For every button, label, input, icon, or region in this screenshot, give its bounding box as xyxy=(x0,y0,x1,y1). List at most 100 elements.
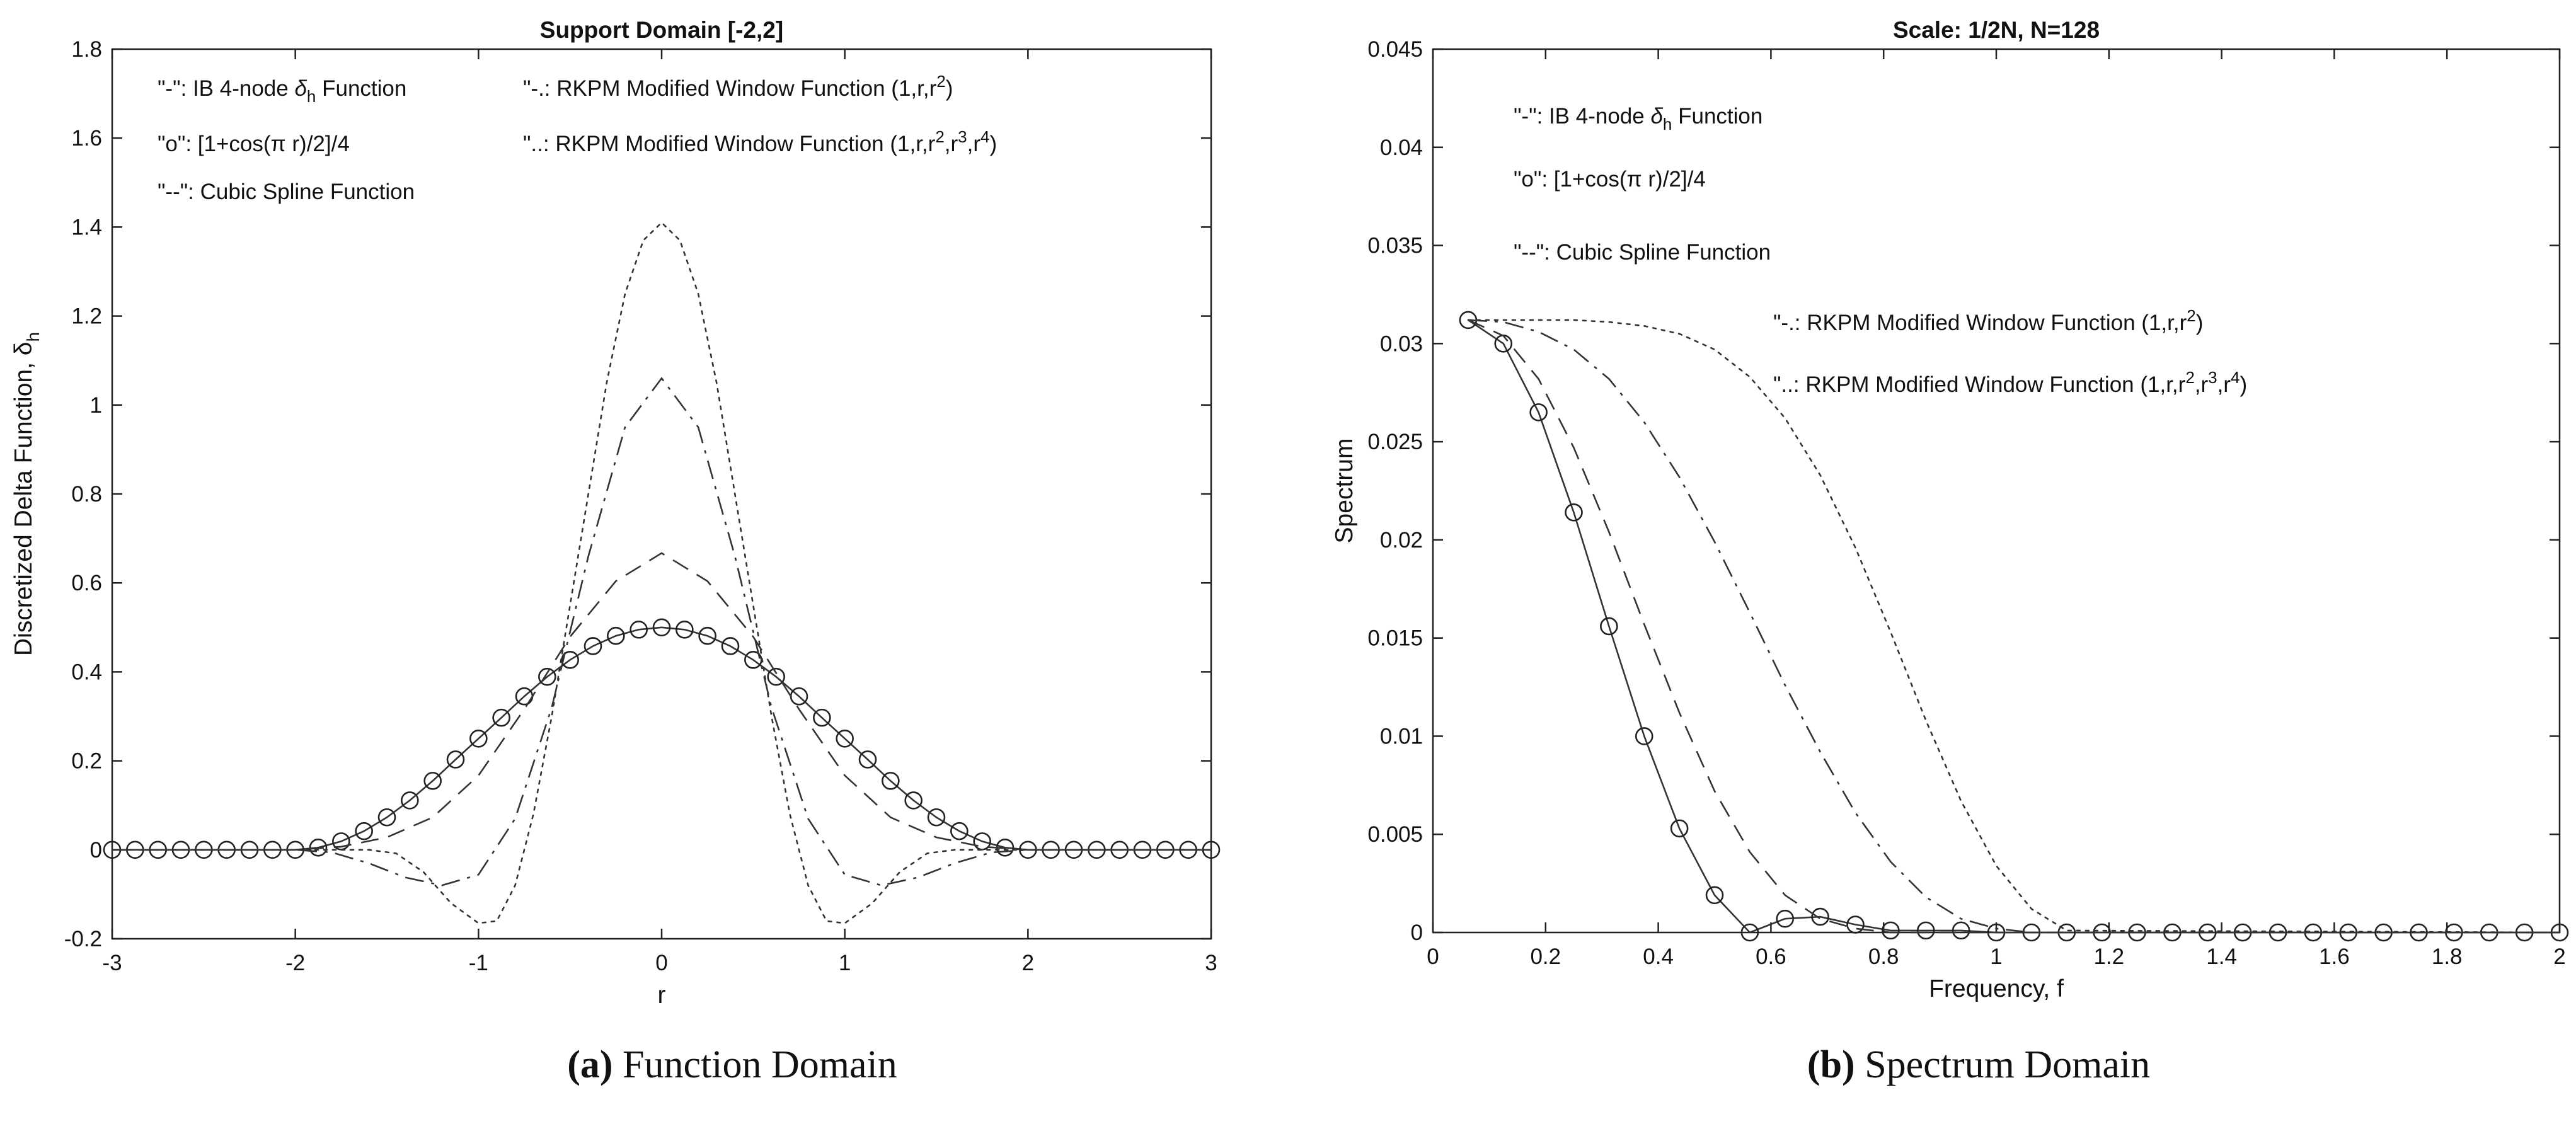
x-tick-label: 0.2 xyxy=(1530,944,1561,969)
x-tick-label: 1.2 xyxy=(2093,944,2124,969)
legend-text-mid: ,r xyxy=(2217,372,2231,397)
data-point-marker xyxy=(1846,915,1865,934)
legend-superscript: 2 xyxy=(2187,306,2195,325)
data-point-marker xyxy=(446,750,465,769)
y-tick-label: 0.025 xyxy=(1367,430,1423,454)
legend-text-suffix: ) xyxy=(2240,372,2248,397)
series-line-dotted xyxy=(111,221,1212,924)
x-tick-label: 3 xyxy=(1205,951,1217,975)
data-point-marker xyxy=(882,772,900,790)
data-point-marker xyxy=(813,708,831,727)
y-tick-label: 1.8 xyxy=(71,37,102,62)
y-tick-label: 0.8 xyxy=(71,482,102,507)
legend-text-suffix: ) xyxy=(990,132,998,156)
data-point-marker xyxy=(676,621,694,639)
data-point-marker xyxy=(309,838,328,857)
x-tick-label: 1 xyxy=(1990,944,2002,969)
x-tick-label: 1 xyxy=(839,951,851,975)
legend-symbol: δ xyxy=(1650,104,1663,129)
data-point-marker xyxy=(927,808,946,827)
data-point-marker xyxy=(423,772,442,790)
caption-a-text: Function Domain xyxy=(612,1043,897,1086)
chart-panel-b: 0 0.2 0.4 0.6 0.8 1 1.2 1.4 1.6 1.8 2 0 0.005 0.01 0.0… xyxy=(1331,17,2569,1002)
y-tick-label: 1 xyxy=(90,393,102,418)
x-tick-label: 2 xyxy=(2553,944,2565,969)
legend-text-suffix: Function xyxy=(1672,104,1762,129)
data-point-marker xyxy=(1529,403,1548,422)
data-point-marker xyxy=(355,822,373,840)
data-point-marker xyxy=(1670,819,1689,838)
data-point-marker xyxy=(607,626,625,645)
legend-subscript: h xyxy=(1663,115,1672,134)
y-axis-label: Discretized Delta Function, δh xyxy=(10,332,43,656)
data-point-marker xyxy=(377,808,396,827)
data-point-marker xyxy=(1635,727,1653,745)
legend-text: "o": [1+cos(π r)/2]/4 xyxy=(158,132,350,156)
y-axis-label-subscript: h xyxy=(23,332,43,342)
series-line-dashdot xyxy=(1468,319,2560,934)
caption-b-text: Spectrum Domain xyxy=(1854,1043,2151,1086)
legend-text-suffix: ) xyxy=(946,76,953,101)
data-point-marker xyxy=(1202,840,1221,859)
x-axis-label: Frequency, f xyxy=(1929,975,2064,1002)
legend-superscript: 2 xyxy=(935,127,944,146)
y-tick-label: 1.6 xyxy=(71,126,102,151)
data-point-marker xyxy=(1811,907,1829,926)
legend-entry: "-": IB 4-node δh Function xyxy=(1514,104,1762,134)
legend-text: "..: RKPM Modified Window Function (1,r,… xyxy=(1773,372,2186,397)
data-point-marker xyxy=(1565,503,1583,522)
y-tick-label: 0.005 xyxy=(1367,822,1423,847)
data-point-marker xyxy=(858,750,877,769)
data-point-marker xyxy=(584,637,602,655)
data-point-marker xyxy=(904,791,923,810)
caption-b-label: (b) xyxy=(1807,1043,1855,1086)
chart-title: Support Domain [-2,2] xyxy=(540,17,783,43)
data-point-marker xyxy=(767,667,785,686)
data-point-marker xyxy=(1776,909,1795,928)
legend-symbol: δ xyxy=(294,76,307,101)
data-point-marker xyxy=(836,730,854,748)
legend-superscript: 3 xyxy=(958,127,967,146)
data-point-marker xyxy=(469,730,488,748)
legend-text: "--": Cubic Spline Function xyxy=(158,180,415,204)
y-tick-label: 0.4 xyxy=(71,660,102,684)
legend-text: "-.: RKPM Modified Window Function (1,r,… xyxy=(523,76,937,101)
x-tick-label: 1.6 xyxy=(2319,944,2350,969)
legend-text: "o": [1+cos(π r)/2]/4 xyxy=(1514,167,1706,192)
x-tick-label: 2 xyxy=(1022,951,1034,975)
x-tick-label: 0 xyxy=(1427,944,1439,969)
data-point-marker xyxy=(652,618,671,637)
data-point-marker xyxy=(1916,921,1935,940)
legend-superscript: 3 xyxy=(2208,368,2217,387)
legend-text-suffix: Function xyxy=(316,76,406,101)
x-tick-label: 0.4 xyxy=(1643,944,1674,969)
legend-subscript: h xyxy=(307,87,316,106)
data-point-marker xyxy=(1600,617,1618,636)
legend-entry: "..: RKPM Modified Window Function (1,r,… xyxy=(523,127,997,156)
y-axis-label: Spectrum xyxy=(1331,439,1358,544)
data-point-marker xyxy=(1705,886,1724,905)
caption-a: (a) Function Domain xyxy=(228,1043,1236,1087)
series-line-dashdot xyxy=(112,377,1211,886)
x-tick-label: -1 xyxy=(469,951,488,975)
y-tick-label: 1.2 xyxy=(71,304,102,329)
legend-superscript: 2 xyxy=(936,72,945,91)
legend-entry: "o": [1+cos(π r)/2]/4 xyxy=(158,132,350,156)
legend-text-mid: ,r xyxy=(945,132,958,156)
legend-text: "--": Cubic Spline Function xyxy=(1514,240,1771,265)
legend-entry: "-.: RKPM Modified Window Function (1,r,… xyxy=(523,72,953,101)
legend-text-mid: ,r xyxy=(2195,372,2209,397)
y-axis-label-text: Spectrum xyxy=(1331,439,1358,544)
data-point-marker xyxy=(1952,921,1970,940)
data-point-marker xyxy=(698,626,716,645)
series-line-dashed xyxy=(1468,319,2560,934)
x-tick-label: -2 xyxy=(285,951,305,975)
legend-entry: "..: RKPM Modified Window Function (1,r,… xyxy=(1773,368,2247,397)
y-tick-label: 0.01 xyxy=(1380,724,1423,748)
x-tick-label: 1.8 xyxy=(2432,944,2463,969)
y-tick-label: 0.035 xyxy=(1367,234,1423,258)
data-point-marker xyxy=(492,708,510,727)
legend-text: "-": IB 4-node xyxy=(1514,104,1650,129)
series-line-dotted xyxy=(1467,319,2561,934)
